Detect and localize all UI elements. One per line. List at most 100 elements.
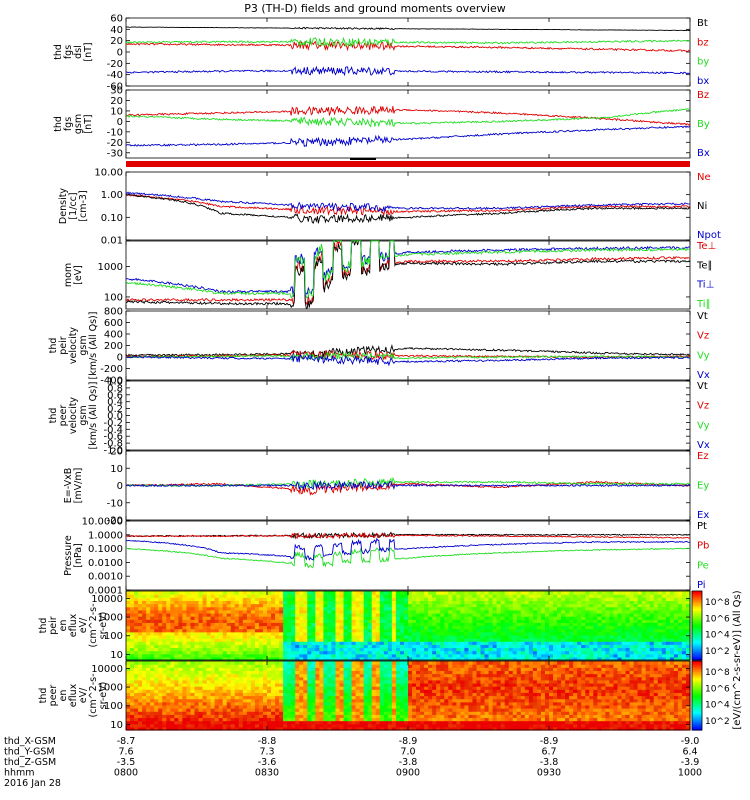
heatmap-cell (287, 711, 292, 715)
heatmap-cell (339, 708, 345, 712)
heatmap-cell (573, 594, 578, 598)
heatmap-cell (339, 628, 345, 633)
heatmap-cell (540, 631, 546, 636)
heatmap-cell (206, 638, 212, 642)
heatmap-cell (569, 603, 574, 608)
heatmap-cell (331, 673, 337, 678)
heatmap-cell (508, 619, 514, 623)
heatmap-cell (218, 650, 224, 655)
heatmap-cell (234, 628, 240, 633)
heatmap-cell (138, 653, 143, 658)
heatmap-cell (524, 631, 530, 636)
heatmap-cell (351, 616, 357, 620)
heatmap-cell (536, 656, 542, 661)
heatmap-cell (134, 606, 139, 611)
heatmap-cell (464, 634, 470, 639)
heatmap-cell (242, 704, 248, 709)
legend-label-Pb: Pb (697, 541, 709, 552)
heatmap-cell (134, 692, 139, 697)
heatmap-cell (166, 698, 171, 703)
heatmap-cell (190, 644, 196, 649)
heatmap-cell (299, 726, 304, 731)
heatmap-cell (311, 647, 316, 652)
heatmap-cell (476, 641, 482, 645)
heatmap-cell (178, 619, 183, 623)
heatmap-cell (250, 631, 256, 636)
heatmap-cell (154, 650, 159, 655)
heatmap-cell (452, 612, 457, 617)
colorbar-cell (692, 628, 702, 632)
heatmap-cell (573, 656, 578, 661)
heatmap-cell (516, 616, 522, 620)
heatmap-cell (488, 628, 494, 633)
y-tick-label: -30 (107, 148, 123, 159)
heatmap-cell (150, 670, 155, 675)
heatmap-cell (275, 679, 280, 684)
heatmap-cell (464, 638, 470, 642)
heatmap-cell (504, 644, 510, 649)
heatmap-cell (150, 597, 155, 602)
heatmap-cell (649, 653, 655, 658)
heatmap-cell (238, 661, 244, 665)
heatmap-cell (154, 695, 159, 700)
heatmap-cell (258, 686, 264, 690)
heatmap-cell (621, 631, 627, 636)
heatmap-cell (524, 656, 530, 661)
heatmap-cell (238, 698, 244, 703)
heatmap-cell (387, 714, 393, 719)
heatmap-cell (645, 647, 651, 652)
heatmap-cell (287, 676, 292, 681)
heatmap-cell (142, 670, 147, 675)
heatmap-cell (315, 686, 320, 690)
heatmap-cell (174, 711, 179, 715)
heatmap-cell (130, 612, 135, 617)
heatmap-cell (359, 647, 365, 652)
heatmap-cell (387, 673, 393, 678)
heatmap-cell (351, 720, 357, 725)
heatmap-cell (162, 606, 167, 611)
heatmap-cell (609, 650, 615, 655)
heatmap-cell (605, 634, 611, 639)
heatmap-cell (323, 600, 329, 605)
heatmap-cell (267, 714, 272, 719)
heatmap-cell (335, 717, 341, 722)
heatmap-cell (258, 619, 264, 623)
heatmap-cell (476, 609, 482, 614)
heatmap-cell (359, 609, 365, 614)
heatmap-cell (395, 667, 401, 672)
heatmap-cell (617, 600, 623, 605)
heatmap-cell (408, 634, 413, 639)
heatmap-cell (166, 612, 171, 617)
heatmap-cell (665, 647, 671, 652)
heatmap-cell (319, 695, 324, 700)
heatmap-cell (496, 622, 502, 627)
heatmap-cell (460, 631, 465, 636)
heatmap-cell (339, 698, 345, 703)
heatmap-cell (291, 622, 296, 627)
heatmap-cell (319, 612, 324, 617)
heatmap-cell (532, 600, 538, 605)
heatmap-cell (146, 686, 151, 690)
heatmap-cell (440, 650, 445, 655)
heatmap-cell (287, 650, 292, 655)
heatmap-cell (383, 625, 389, 630)
heatmap-cell (206, 720, 212, 725)
heatmap-cell (315, 653, 320, 658)
heatmap-cell (657, 625, 663, 630)
heatmap-cell (621, 628, 627, 633)
heatmap-cell (512, 656, 518, 661)
y-tick-label: 0.1000 (88, 544, 123, 555)
heatmap-cell (271, 597, 276, 602)
heatmap-cell (262, 670, 268, 675)
heatmap-cell (653, 653, 659, 658)
heatmap-cell (234, 647, 240, 652)
heatmap-cell (254, 619, 260, 623)
heatmap-cell (226, 664, 232, 668)
heatmap-cell (673, 609, 679, 614)
series-Vx-line (125, 353, 691, 367)
heatmap-cell (218, 720, 224, 725)
heatmap-cell (432, 612, 437, 617)
heatmap-cell (234, 661, 240, 665)
heatmap-cell (214, 717, 220, 722)
heatmap-cell (287, 594, 292, 598)
